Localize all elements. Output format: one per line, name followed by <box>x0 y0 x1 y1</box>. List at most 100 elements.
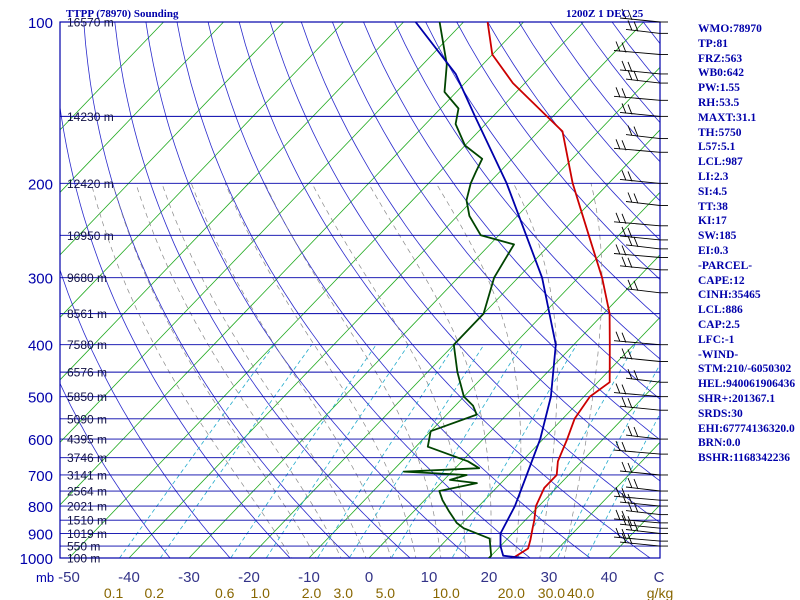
height-label: 3141 m <box>67 468 107 482</box>
mixing-ratio-axis: 0.1 0.2 0.6 1.0 2.0 3.0 5.0 10.0 20.0 30.0 40.0 g/k… <box>104 585 673 600</box>
wind-barb <box>613 440 661 455</box>
height-label: 1019 m <box>67 527 107 541</box>
isotherm-line <box>188 66 660 558</box>
wind-barb <box>619 348 661 362</box>
index-item: TH:5750 <box>698 126 742 139</box>
moist-adiabat-line <box>135 183 342 558</box>
wind-barb <box>625 369 661 383</box>
dry-adiabat-line <box>60 268 231 558</box>
mixing-ratio-tick-label: 0.1 <box>104 585 124 600</box>
index-item: LCL:886 <box>698 304 743 317</box>
dry-adiabat-line <box>145 22 471 558</box>
moist-adiabat-line <box>563 183 603 558</box>
dry-adiabat-line <box>363 22 660 400</box>
wind-barb <box>613 87 661 101</box>
mixing-ratio-line <box>451 344 578 558</box>
index-item: LFC:-1 <box>698 333 735 346</box>
dewpoint-profile-line <box>402 22 515 558</box>
sounding-time: 1200Z 1 DEC 25 <box>566 8 644 20</box>
pressure-tick-label: 700 <box>28 468 53 485</box>
index-item: CAPE:12 <box>698 274 745 287</box>
wind-barb <box>625 235 661 250</box>
index-item: TT:38 <box>698 200 728 213</box>
moist-adiabat-line <box>224 183 417 558</box>
dry-adiabat-line <box>176 22 531 558</box>
temperature-tick-label: -20 <box>238 569 260 586</box>
height-label: 1510 m <box>67 514 107 528</box>
index-item: TP:81 <box>698 37 729 50</box>
plot-frame <box>59 21 661 559</box>
isotherm-line <box>60 22 404 381</box>
wind-barb <box>625 425 661 440</box>
mixing-ratio-tick-label: 2.0 <box>302 585 322 600</box>
isotherm-line <box>128 22 644 558</box>
wind-barb <box>613 383 661 398</box>
isotherm-line <box>60 22 284 256</box>
wind-barb <box>625 192 661 206</box>
temperature-profile-line <box>486 22 611 558</box>
isotherm-line <box>308 191 660 558</box>
index-item: MAXT:31.1 <box>698 111 757 124</box>
index-item: LCL:987 <box>698 156 743 169</box>
mixing-ratio-line <box>348 344 485 558</box>
wind-barb <box>619 461 661 476</box>
moist-adiabat-line <box>190 183 392 558</box>
height-label: 14230 m <box>67 110 114 124</box>
wind-barbs <box>613 8 668 547</box>
dry-adiabat-line <box>425 22 660 320</box>
mixing-ratio-tick-label: 10.0 <box>432 585 459 600</box>
isotherm-line <box>60 22 224 193</box>
diagram-grid <box>60 22 660 558</box>
mixing-ratio-line <box>230 344 377 558</box>
wind-barb <box>613 509 661 524</box>
mixing-ratio-tick-label: 40.0 <box>567 585 594 600</box>
moist-adiabat-line <box>513 183 558 558</box>
wind-barb <box>625 520 661 534</box>
temperature-tick-label: -30 <box>178 569 200 586</box>
moist-adiabat-line <box>368 183 492 558</box>
index-item: KI:17 <box>698 215 727 228</box>
mixing-ratio-line <box>390 344 523 558</box>
dry-adiabat-line <box>238 22 651 558</box>
index-item: PW:1.55 <box>698 82 740 95</box>
sounding-profiles <box>402 22 611 558</box>
index-item: BRN:0.0 <box>698 437 741 450</box>
wind-barb <box>619 170 661 184</box>
mixing-ratio-line <box>265 344 409 558</box>
dry-adiabat-line <box>394 22 660 360</box>
height-label: 2021 m <box>67 500 107 514</box>
wind-barb <box>625 20 661 34</box>
mixing-ratio-line <box>556 363 660 558</box>
index-item: SW:185 <box>698 230 737 243</box>
mixing-ratio-line <box>516 344 636 558</box>
wind-barb <box>619 397 661 411</box>
temperature-tick-label: 40 <box>601 569 618 586</box>
height-label: 10950 m <box>67 229 114 243</box>
height-label: 2564 m <box>67 485 107 499</box>
wind-barb <box>619 256 661 271</box>
dry-adiabat-line <box>60 382 171 558</box>
isotherm-line <box>428 316 660 558</box>
pressure-tick-label: 900 <box>28 526 53 543</box>
wind-barb <box>625 125 661 140</box>
index-item: -PARCEL- <box>698 259 753 272</box>
temperature-tick-label: C <box>654 569 665 586</box>
temperature-tick-label: -40 <box>118 569 140 586</box>
wind-barb <box>613 527 661 542</box>
temperature-tick-label: 10 <box>421 569 438 586</box>
moist-adiabat-line <box>161 183 367 558</box>
index-item: EI:0.3 <box>698 244 729 257</box>
height-label: 3746 m <box>67 451 107 465</box>
mixing-ratio-line <box>159 344 313 558</box>
dry-adiabat-line <box>83 22 351 558</box>
index-item: BSHR:1168342236 <box>698 452 791 465</box>
mixing-ratio-tick-label: 5.0 <box>376 585 396 600</box>
pressure-axis: 100 200 300 400 500 600 700 800 900 1000 <box>20 15 53 568</box>
sounding-title: TTPP (78970) Sounding <box>66 8 179 20</box>
temperature-tick-label: 30 <box>541 569 558 586</box>
dry-adiabat-line <box>269 22 660 524</box>
isobar-lines <box>60 21 660 559</box>
dry-adiabat-line <box>300 22 660 482</box>
index-item: STM:210/-6050302 <box>698 363 792 376</box>
dry-adiabat-line <box>332 22 660 441</box>
